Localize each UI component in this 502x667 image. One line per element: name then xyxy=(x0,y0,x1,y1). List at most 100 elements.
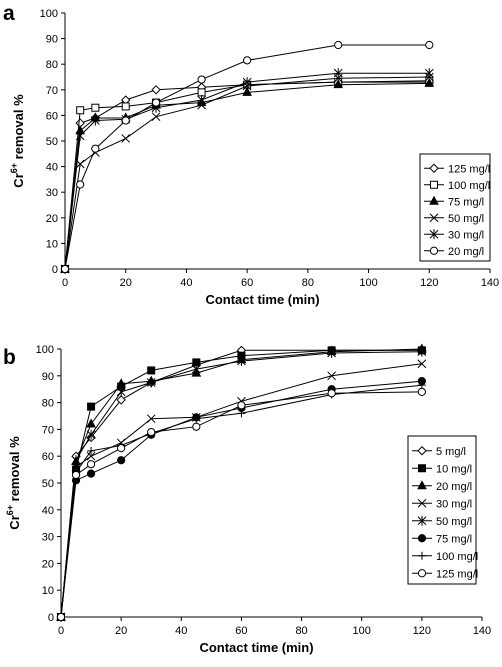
data-point xyxy=(116,378,126,388)
data-point xyxy=(424,77,435,87)
legend-label: 125 mg/l xyxy=(436,568,478,580)
series-100-mg-l xyxy=(61,76,434,273)
y-tick-label: 70 xyxy=(42,424,54,436)
series-50-mg-l xyxy=(60,72,434,274)
series-50-mg-l xyxy=(56,346,427,622)
data-point xyxy=(91,144,100,153)
y-tick-label: 30 xyxy=(46,187,58,199)
data-point xyxy=(192,414,201,423)
data-point xyxy=(424,68,434,79)
data-point xyxy=(327,371,336,381)
series-line xyxy=(64,76,430,270)
data-point xyxy=(86,460,96,469)
data-point xyxy=(242,86,252,96)
data-point xyxy=(116,386,126,397)
y-tick-label: 0 xyxy=(52,264,58,276)
data-point xyxy=(237,409,246,418)
x-tick-label: 20 xyxy=(115,625,127,637)
data-point xyxy=(417,359,427,369)
data-point xyxy=(146,414,156,424)
y-tick-label: 80 xyxy=(42,398,54,410)
data-point xyxy=(60,264,70,274)
data-point xyxy=(76,180,85,189)
data-point xyxy=(243,56,252,65)
data-point xyxy=(237,401,246,410)
series-line xyxy=(60,384,422,618)
data-point xyxy=(56,612,66,622)
x-tick-label: 100 xyxy=(353,625,371,637)
series-30-mg-l xyxy=(56,359,427,622)
x-tick-label: 140 xyxy=(481,277,499,289)
legend-label: 100 mg/l xyxy=(448,180,490,192)
y-axis-label: Cr6+ removal % xyxy=(9,94,26,188)
data-point xyxy=(417,346,427,357)
legend-label: 20 mg/l xyxy=(436,481,472,493)
legend-label: 75 mg/l xyxy=(448,196,484,208)
data-point xyxy=(192,422,201,431)
x-tick-label: 20 xyxy=(120,277,132,289)
series-line xyxy=(64,82,430,270)
x-axis-label: Contact time (min) xyxy=(199,640,313,655)
legend-label: 125 mg/l xyxy=(448,163,490,175)
x-tick-label: 140 xyxy=(473,625,491,637)
y-tick-label: 60 xyxy=(42,451,54,463)
data-point xyxy=(91,115,100,126)
legend-marker xyxy=(429,213,439,223)
data-point xyxy=(121,116,130,125)
y-tick-label: 50 xyxy=(46,136,58,148)
legend-marker xyxy=(417,515,427,526)
data-point xyxy=(327,389,336,398)
y-axis-label: Cr6+ removal % xyxy=(5,436,22,530)
chart-panel-b: b 0 10 20 30 40 50 60 70 80 90 100 0 20 40 60 80 100 120 14… xyxy=(3,343,491,655)
data-point xyxy=(147,366,156,375)
x-tick-label: 120 xyxy=(413,625,431,637)
data-point xyxy=(71,470,81,480)
data-point xyxy=(242,77,252,88)
x-tick-label: 40 xyxy=(175,625,187,637)
data-point xyxy=(191,364,201,375)
legend-marker xyxy=(418,551,426,560)
data-point xyxy=(146,377,156,388)
data-point xyxy=(197,75,206,84)
data-point xyxy=(116,395,126,405)
series-line xyxy=(64,80,430,270)
data-point xyxy=(71,462,81,472)
data-point xyxy=(417,387,426,396)
legend-marker xyxy=(429,195,439,205)
data-point xyxy=(197,88,206,97)
data-point xyxy=(425,40,434,50)
legend-marker xyxy=(418,464,426,473)
series-line xyxy=(60,349,422,618)
data-point xyxy=(197,95,206,106)
y-tick-label: 70 xyxy=(46,85,58,97)
y-tick-label: 20 xyxy=(42,558,54,570)
x-tick-label: 60 xyxy=(235,625,247,637)
x-tick-label: 80 xyxy=(295,625,307,637)
series-125-mg-l xyxy=(56,387,426,622)
x-tick-label: 100 xyxy=(359,277,377,289)
data-point xyxy=(76,106,85,115)
legend-marker xyxy=(429,246,439,255)
x-tick-label: 40 xyxy=(180,277,192,289)
legend-label: 30 mg/l xyxy=(436,498,472,510)
y-tick-label: 50 xyxy=(42,478,54,490)
data-point xyxy=(71,455,81,466)
series-100-mg-l xyxy=(57,381,426,621)
y-tick-label: 0 xyxy=(48,612,54,624)
x-tick-label: 0 xyxy=(58,625,64,637)
data-point xyxy=(86,418,96,428)
legend-label: 100 mg/l xyxy=(436,551,478,563)
series-line xyxy=(64,72,430,270)
legend-box xyxy=(419,153,491,262)
y-tick-label: 90 xyxy=(46,34,58,46)
y-tick-label: 90 xyxy=(42,371,54,383)
y-tick-label: 10 xyxy=(42,585,54,597)
legend-marker xyxy=(417,498,427,508)
legend-marker xyxy=(417,534,427,543)
legend: 125 mg/l 100 mg/l 75 mg/l 50 mg/l 30 mg/l 20 … xyxy=(419,153,491,262)
series-line xyxy=(60,348,422,618)
legend-label: 20 mg/l xyxy=(448,246,484,258)
chart-panel-a: a 0 10 20 30 40 50 60 70 80 90 100 0 20 40 60 80 100 120 14… xyxy=(3,2,499,307)
x-tick-label: 120 xyxy=(420,277,438,289)
y-tick-label: 10 xyxy=(46,238,58,250)
